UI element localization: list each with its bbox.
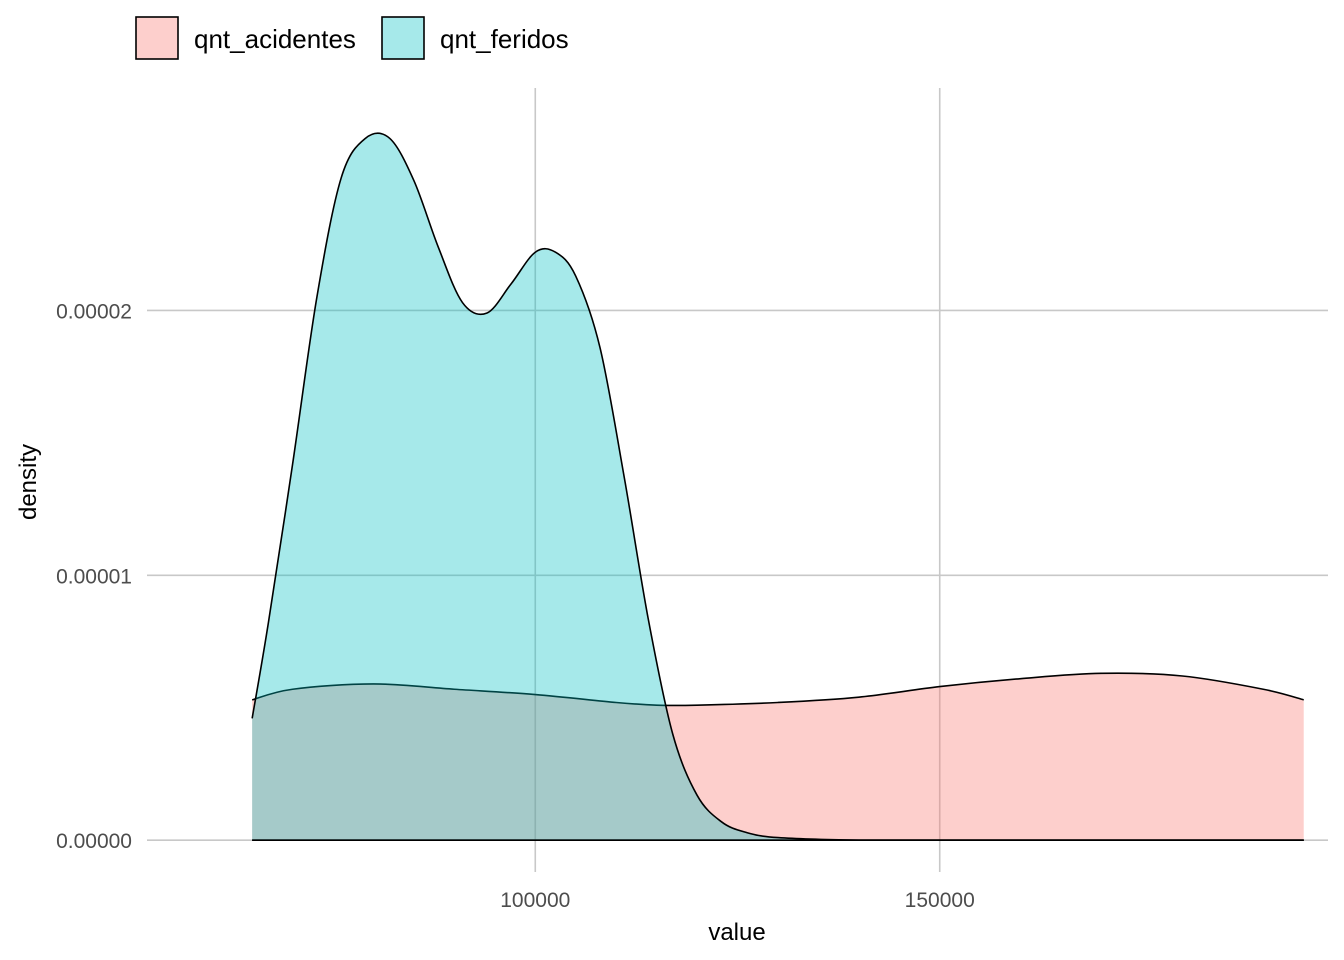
legend-key-bg-qnt_acidentes (136, 17, 178, 59)
legend-key-qnt_feridos (381, 16, 425, 60)
legend-label-qnt_acidentes: qnt_acidentes (194, 24, 356, 54)
y-tick-label-2: 0.00002 (56, 300, 132, 323)
x-tick-label-1: 150000 (905, 889, 975, 912)
legend: qnt_acidentes qnt_feridos (135, 16, 569, 60)
legend-key-qnt_acidentes (135, 16, 179, 60)
area-qnt_feridos (252, 133, 1304, 841)
density-areas (251, 132, 1304, 842)
legend-label-qnt_feridos: qnt_feridos (440, 24, 569, 54)
legend-key-bg-qnt_feridos (382, 17, 424, 59)
y-axis-title: density (15, 444, 42, 520)
x-axis-title: value (708, 919, 765, 946)
y-axis-ticks: 0.00000 0.00001 0.00002 (56, 300, 132, 853)
area-qnt_acidentes (252, 673, 1304, 841)
x-axis-ticks: 100000 150000 (500, 889, 975, 912)
y-tick-label-1: 0.00001 (56, 565, 132, 588)
x-tick-label-0: 100000 (500, 889, 570, 912)
y-tick-label-0: 0.00000 (56, 830, 132, 853)
density-line-qnt_acidentes (251, 672, 1304, 707)
